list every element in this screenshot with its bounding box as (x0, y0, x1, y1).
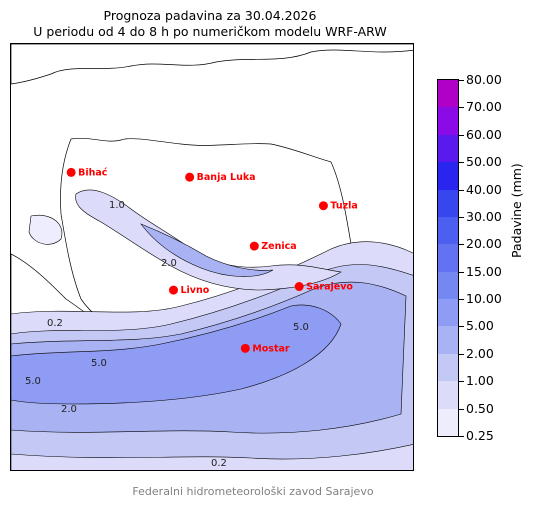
city-marker (294, 282, 304, 292)
colorbar-tick (459, 271, 464, 273)
colorbar-tick-label: 70.00 (466, 99, 502, 115)
colorbar-segment (438, 134, 458, 163)
colorbar-tick (459, 408, 464, 410)
colorbar-segment (438, 162, 458, 190)
country-border-north (11, 44, 413, 85)
colorbar-tick (459, 162, 464, 164)
city-label: Banja Luka (197, 172, 256, 183)
city-label: Tuzla (330, 201, 357, 212)
city-marker (249, 241, 259, 251)
colorbar-tick-label: 60.00 (466, 126, 502, 142)
colorbar-segment (438, 326, 458, 354)
colorbar-tick (459, 107, 464, 109)
colorbar-tick-label: 80.00 (466, 72, 502, 87)
contour-label: 0.2 (47, 318, 63, 329)
colorbar-tick-label: 0.50 (466, 400, 494, 416)
colorbar-tick-label: 2.00 (466, 345, 494, 361)
contour-label: 5.0 (293, 322, 309, 333)
colorbar-tick-label: 5.00 (466, 318, 494, 334)
colorbar-tick (459, 134, 464, 136)
colorbar-tick-label: 1.00 (466, 373, 494, 389)
colorbar-tick-label: 40.00 (466, 181, 502, 197)
precip-patch-north-inner (140, 223, 274, 277)
colorbar-tick-label: 15.00 (466, 263, 502, 279)
contour-label: 5.0 (91, 358, 107, 369)
city-label: Sarajevo (306, 282, 353, 293)
contour-label: 2.0 (161, 258, 177, 269)
colorbar-tick-label: 50.00 (466, 154, 502, 170)
precip-band-5 (11, 304, 342, 405)
colorbar-tick (459, 299, 464, 301)
precip-patch-west (28, 214, 63, 245)
colorbar-tick (459, 381, 464, 383)
colorbar-segment (438, 408, 458, 436)
city-marker (66, 167, 76, 177)
colorbar-title: Padavine (mm) (509, 163, 524, 258)
colorbar-segment (438, 216, 458, 245)
colorbar-segment (438, 189, 458, 217)
colorbar-segment (438, 107, 458, 135)
colorbar-segment (438, 271, 458, 300)
colorbar-tick (459, 189, 464, 191)
city-label: Zenica (261, 241, 296, 252)
colorbar-tick (459, 326, 464, 328)
city-label: Mostar (252, 343, 290, 354)
map-subtitle: U periodu od 4 do 8 h po numeričkom mode… (33, 24, 387, 39)
colorbar-tick (459, 244, 464, 246)
colorbar-tick (459, 216, 464, 218)
footer-credit: Federalni hidrometeorološki zavod Saraje… (132, 485, 374, 498)
colorbar-segment (438, 299, 458, 327)
colorbar-tick (459, 436, 464, 437)
colorbar-tick-label: 30.00 (466, 208, 502, 224)
colorbar-tick-label: 20.00 (466, 236, 502, 252)
colorbar (437, 79, 459, 437)
city-marker (185, 172, 195, 182)
city-label: Livno (180, 285, 209, 296)
contour-label: 0.2 (211, 458, 227, 469)
precipitation-map: 0.2 1.0 2.0 5.0 5.0 5.0 2.0 0.2 Bihać Ban… (10, 43, 414, 471)
colorbar-tick-label: 10.00 (466, 291, 502, 307)
colorbar-segment (438, 244, 458, 272)
city-label: Bihać (78, 167, 108, 178)
city-marker (240, 343, 250, 353)
colorbar-segment (438, 353, 458, 382)
colorbar-tick-label: 0.25 (466, 428, 494, 443)
city-marker (168, 285, 178, 295)
city-markers: Bihać Banja Luka Tuzla Zenica Livno Sarajevo M… (66, 167, 358, 354)
colorbar-tick (459, 353, 464, 355)
city-marker (318, 201, 328, 211)
contour-label: 5.0 (25, 376, 41, 387)
contour-label: 2.0 (61, 404, 77, 415)
colorbar-tick (459, 80, 464, 81)
map-title: Prognoza padavina za 30.04.2026 (103, 8, 317, 23)
colorbar-segment (438, 381, 458, 409)
colorbar-segment (438, 80, 458, 108)
contour-label: 1.0 (109, 200, 125, 211)
